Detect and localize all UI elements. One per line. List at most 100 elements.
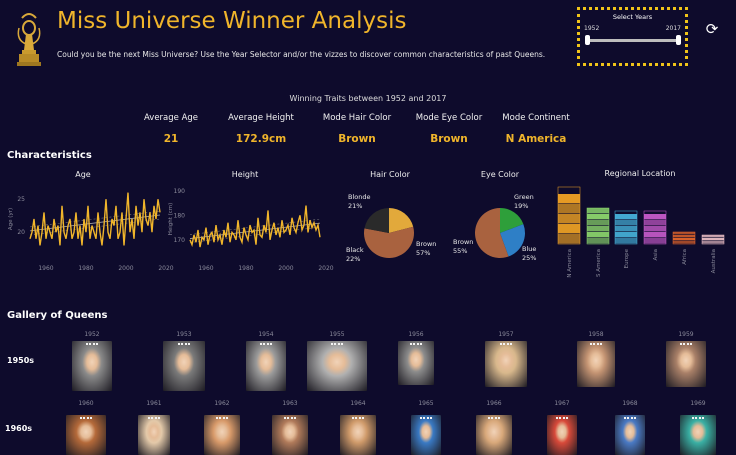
queen-photo[interactable]: [163, 341, 205, 391]
crown-icon: [590, 343, 602, 350]
queen-year-label: 1962: [214, 400, 230, 407]
region-category-label: N America: [567, 249, 573, 278]
region-bar-segment: [644, 232, 666, 238]
queen-photo[interactable]: [340, 415, 376, 455]
trait-label: Mode Eye Color: [415, 113, 483, 123]
queen-photo[interactable]: [246, 341, 286, 391]
pie-slice: [364, 208, 389, 233]
region-bar-segment: [644, 238, 666, 244]
trait-value: Brown: [338, 133, 376, 145]
trait-average-height: Average Height 172.9cm: [206, 113, 316, 145]
queen-year-label: 1960: [78, 400, 94, 407]
gallery-heading: Gallery of Queens: [7, 310, 108, 321]
queen-year-label: 1953: [176, 331, 192, 338]
pie-percent-label: 19%: [514, 202, 528, 210]
queen-photo[interactable]: [398, 341, 434, 385]
queen-photo[interactable]: [66, 415, 106, 455]
region-bar-segment: [673, 232, 695, 235]
crown-icon: [410, 343, 422, 350]
queen-year-label: 1961: [146, 400, 162, 407]
trait-mode-eye: Mode Eye Color Brown: [394, 113, 504, 145]
x-tick-label: 1980: [238, 265, 253, 272]
region-bar-segment: [673, 238, 695, 241]
queen-photo[interactable]: [476, 415, 512, 455]
pie-slice: [474, 208, 509, 258]
year-selector[interactable]: Select Years 1952 2017: [577, 7, 688, 66]
queen-photo[interactable]: [72, 341, 112, 391]
pie-label: Black: [346, 246, 364, 254]
year-min-label: 1952: [584, 25, 600, 32]
queen-photo[interactable]: [485, 341, 527, 387]
queen-year-label: 1965: [418, 400, 434, 407]
queen-photo[interactable]: [138, 415, 170, 455]
region-bar-segment: [558, 204, 580, 214]
year-slider-track[interactable]: [588, 39, 679, 42]
region-bar-segment: [702, 241, 724, 244]
series-line: [189, 205, 321, 248]
pie-percent-label: 21%: [348, 202, 362, 210]
pie-percent-label: 22%: [346, 255, 360, 263]
region-bar-segment: [558, 234, 580, 244]
queen-photo[interactable]: [411, 415, 441, 455]
y-axis-label: Height (cm): [168, 203, 174, 236]
queen-photo[interactable]: [307, 341, 367, 391]
queen-year-label: 1958: [588, 331, 604, 338]
crown-icon: [178, 343, 190, 350]
queen-photo[interactable]: [204, 415, 240, 455]
pie-label: Brown: [453, 238, 473, 246]
year-slider-start-handle[interactable]: [585, 35, 590, 45]
crown-icon: [148, 417, 160, 424]
year-slider-end-handle[interactable]: [676, 35, 681, 45]
region-category-label: Asia: [653, 249, 659, 261]
pie-label: Blonde: [348, 193, 371, 201]
x-tick-label: 2000: [278, 265, 293, 272]
page-subtitle: Could you be the next Miss Universe? Use…: [57, 50, 546, 59]
region-bar-segment: [644, 226, 666, 232]
crown-icon: [680, 343, 692, 350]
y-tick-label: 190: [174, 188, 186, 195]
queen-photo[interactable]: [577, 341, 615, 387]
queen-photo[interactable]: [547, 415, 577, 455]
queen-photo[interactable]: [615, 415, 645, 455]
region-bar-segment: [702, 238, 724, 241]
queen-year-label: 1963: [282, 400, 298, 407]
region-bar-segment: [587, 208, 609, 214]
region-category-label: Africa: [682, 249, 688, 265]
crown-icon: [420, 417, 432, 424]
series-line: [29, 192, 161, 246]
queen-year-label: 1968: [622, 400, 638, 407]
region-bar: [643, 210, 667, 245]
pie-label: Blue: [522, 245, 536, 253]
trend-line: [189, 222, 321, 239]
pie-slice: [500, 208, 524, 233]
age-chart-title: Age: [75, 170, 91, 179]
queen-photo[interactable]: [666, 341, 706, 387]
region-category-label: Europe: [624, 248, 630, 268]
queen-photo[interactable]: [272, 415, 308, 455]
trait-value: 172.9cm: [235, 133, 287, 145]
refresh-icon[interactable]: ⟳: [705, 20, 719, 38]
characteristics-heading: Characteristics: [7, 150, 92, 161]
region-bar: [586, 207, 610, 245]
region-bar-segment: [558, 224, 580, 234]
region-bar: [557, 186, 581, 245]
region-bar-segment: [644, 214, 666, 220]
trend-band-upper: [29, 210, 161, 228]
x-tick-label: 2020: [158, 265, 173, 272]
region-bar-segment: [615, 232, 637, 238]
queen-photo[interactable]: [680, 415, 716, 455]
trait-value: Brown: [430, 133, 468, 145]
crown-icon: [80, 417, 92, 424]
crown-icon: [556, 417, 568, 424]
y-tick-label: 180: [174, 212, 186, 219]
pie-label: Green: [514, 193, 534, 201]
y-tick-label: 20: [17, 229, 25, 236]
pie-percent-label: 57%: [416, 249, 430, 257]
y-tick-label: 25: [17, 196, 25, 203]
decade-label-1960s: 1960s: [5, 424, 33, 433]
pie-slice: [389, 208, 414, 233]
crown-icon: [86, 343, 98, 350]
